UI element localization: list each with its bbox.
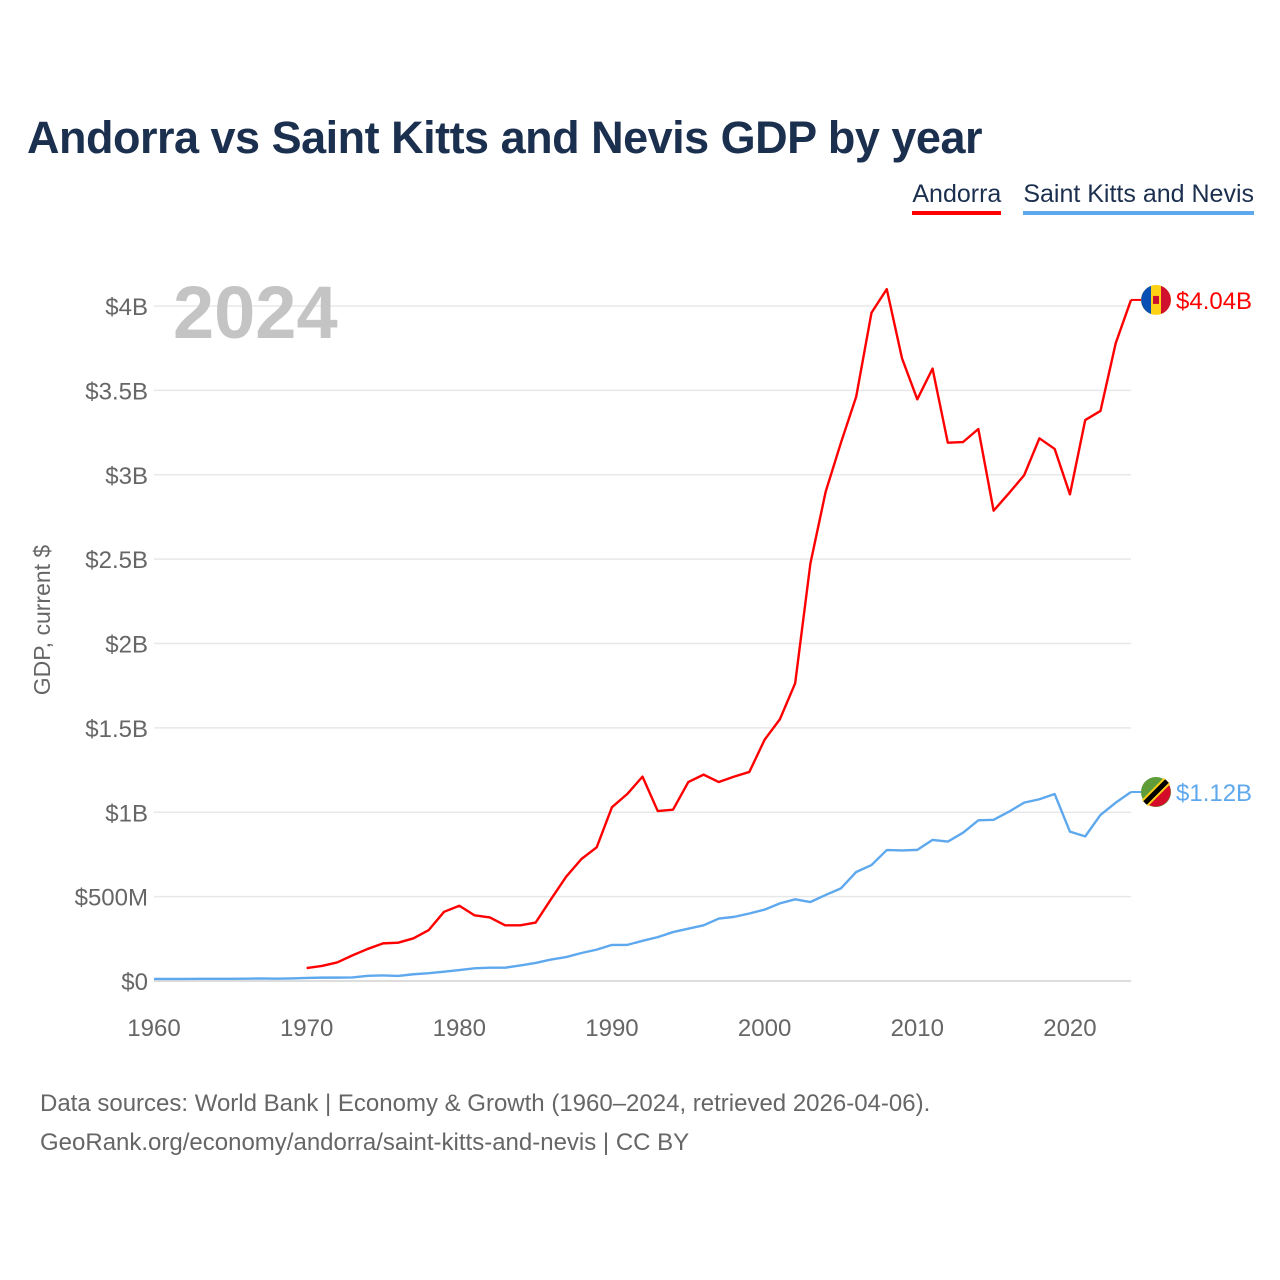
x-tick-label: 1990	[585, 1015, 638, 1042]
saint-kitts-flag-black	[1143, 779, 1169, 805]
y-tick-label: $1B	[105, 800, 148, 827]
attribution-link[interactable]: GeoRank.org/economy/andorra/saint-kitts-…	[40, 1129, 690, 1156]
x-tick-label: 1970	[280, 1015, 333, 1042]
data-source-text: Data sources: World Bank | Economy & Gro…	[40, 1090, 931, 1117]
y-tick-label: $4B	[105, 294, 148, 321]
andorra-coat-of-arms	[1153, 295, 1159, 304]
series-line-saint-kitts-and-nevis	[154, 791, 1132, 981]
y-tick-label: $3B	[105, 463, 148, 490]
x-tick-label: 2010	[891, 1015, 944, 1042]
andorra-flag-blue	[1141, 285, 1151, 315]
end-value-label: $1.12B	[1176, 780, 1252, 807]
legend-andorra[interactable]: Andorra	[912, 180, 1002, 215]
x-tick-label: 2000	[738, 1015, 791, 1042]
y-tick-label: $0	[121, 969, 148, 996]
y-tick-label: $2B	[105, 632, 148, 659]
andorra-flag-red	[1161, 285, 1171, 315]
y-tick-label: $500M	[75, 885, 148, 912]
end-value-label: $4.04B	[1176, 288, 1252, 315]
legend-saint-kitts-and-nevis[interactable]: Saint Kitts and Nevis	[1023, 180, 1254, 215]
y-axis-label: GDP, current $	[29, 545, 55, 696]
year-label: 2024	[173, 271, 338, 354]
footer: Data sources: World Bank | Economy & Gro…	[40, 1084, 930, 1162]
x-tick-label: 1960	[127, 1015, 180, 1042]
x-tick-label: 2020	[1043, 1015, 1096, 1042]
y-tick-label: $1.5B	[85, 716, 148, 743]
x-tick-label: 1980	[433, 1015, 486, 1042]
y-tick-label: $3.5B	[85, 378, 148, 405]
series-line-andorra	[306, 287, 1133, 970]
chart-title: Andorra vs Saint Kitts and Nevis GDP by …	[27, 112, 983, 163]
legend: Andorra Saint Kitts and Nevis	[912, 180, 1254, 215]
y-tick-label: $2.5B	[85, 547, 148, 574]
